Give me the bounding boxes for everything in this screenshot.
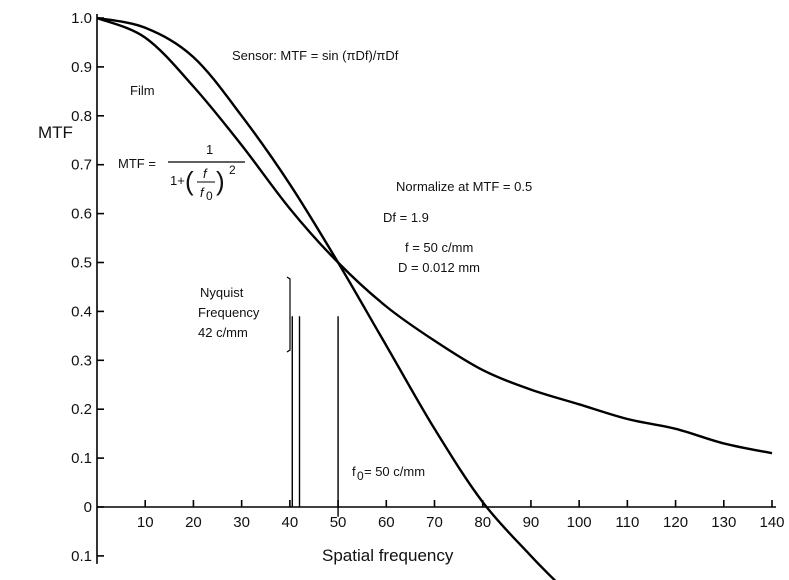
formula-frac-bottom-sub: 0 (206, 189, 213, 203)
x-tick-label: 40 (282, 514, 299, 531)
y-tick-label: 0.2 (71, 401, 92, 418)
nyquist-bracket (286, 276, 291, 353)
nyquist-line-2: Frequency (198, 305, 260, 320)
formula-exponent: 2 (229, 163, 236, 177)
formula-frac-top: f (203, 166, 208, 181)
x-tick-label: 90 (523, 514, 540, 531)
formula-prefix: MTF = (118, 156, 156, 171)
formula-right-paren: ) (216, 166, 225, 196)
x-tick-label: 110 (615, 514, 639, 531)
y-ticks: 0.1 0 0.1 0.2 0.3 0.4 0.5 0.6 0.7 0.8 0.9 1.0 (71, 10, 104, 565)
x-axis-title: Spatial frequency (322, 546, 454, 565)
x-tick-label: 100 (567, 514, 592, 531)
x-tick-label: 60 (378, 514, 395, 531)
nyquist-line-1: Nyquist (200, 285, 244, 300)
y-tick-label: 0.4 (71, 303, 92, 320)
y-axis-title: MTF (38, 123, 73, 142)
x-tick-label: 80 (474, 514, 491, 531)
y-tick-label: 0.1 (71, 548, 92, 565)
x-tick-label: 10 (137, 514, 154, 531)
formula-frac-bottom: f (200, 185, 205, 200)
y-tick-label: 0.8 (71, 108, 92, 125)
x-tick-label: 130 (711, 514, 736, 531)
x-tick-label: 70 (426, 514, 443, 531)
y-tick-label: 0.9 (71, 59, 92, 76)
f-value-label: f = 50 c/mm (405, 240, 473, 255)
film-label: Film (130, 83, 155, 98)
formula-denominator-lead: 1+ (170, 173, 185, 188)
f0-label: f 0 = 50 c/mm (352, 464, 425, 483)
y-tick-label: 0.3 (71, 352, 92, 369)
y-tick-label: 0.6 (71, 206, 92, 223)
y-tick-label: 0.7 (71, 157, 92, 174)
f0-label-main: f (352, 464, 356, 479)
f0-label-sub: 0 (357, 469, 364, 483)
x-tick-label: 30 (233, 514, 250, 531)
nyquist-line-3: 42 c/mm (198, 325, 248, 340)
x-tick-label: 50 (330, 514, 347, 531)
series-group (96, 16, 773, 580)
y-tick-label: 0.5 (71, 255, 92, 272)
y-tick-label: 0.1 (71, 450, 92, 467)
normalize-label: Normalize at MTF = 0.5 (396, 179, 532, 194)
formula-left-paren: ( (185, 166, 194, 196)
vertical-lines (291, 316, 339, 517)
y-tick-label: 0 (84, 499, 92, 516)
d-value-label: D = 0.012 mm (398, 260, 480, 275)
x-ticks: 10 20 30 40 50 60 70 80 90 100 110 120 130 140 (137, 500, 785, 531)
sensor-label: Sensor: MTF = sin (πDf)/πDf (232, 48, 399, 63)
df-label: Df = 1.9 (383, 210, 429, 225)
formula-numerator: 1 (206, 142, 213, 157)
film-formula: MTF = 1 1+ ( f f 0 ) 2 (118, 142, 245, 203)
f0-label-rest: = 50 c/mm (364, 464, 425, 479)
y-tick-label: 1.0 (71, 10, 92, 27)
x-tick-label: 140 (759, 514, 784, 531)
x-tick-label: 120 (663, 514, 688, 531)
film-curve (96, 16, 773, 455)
x-tick-label: 20 (185, 514, 202, 531)
sensor-curve (96, 16, 557, 580)
